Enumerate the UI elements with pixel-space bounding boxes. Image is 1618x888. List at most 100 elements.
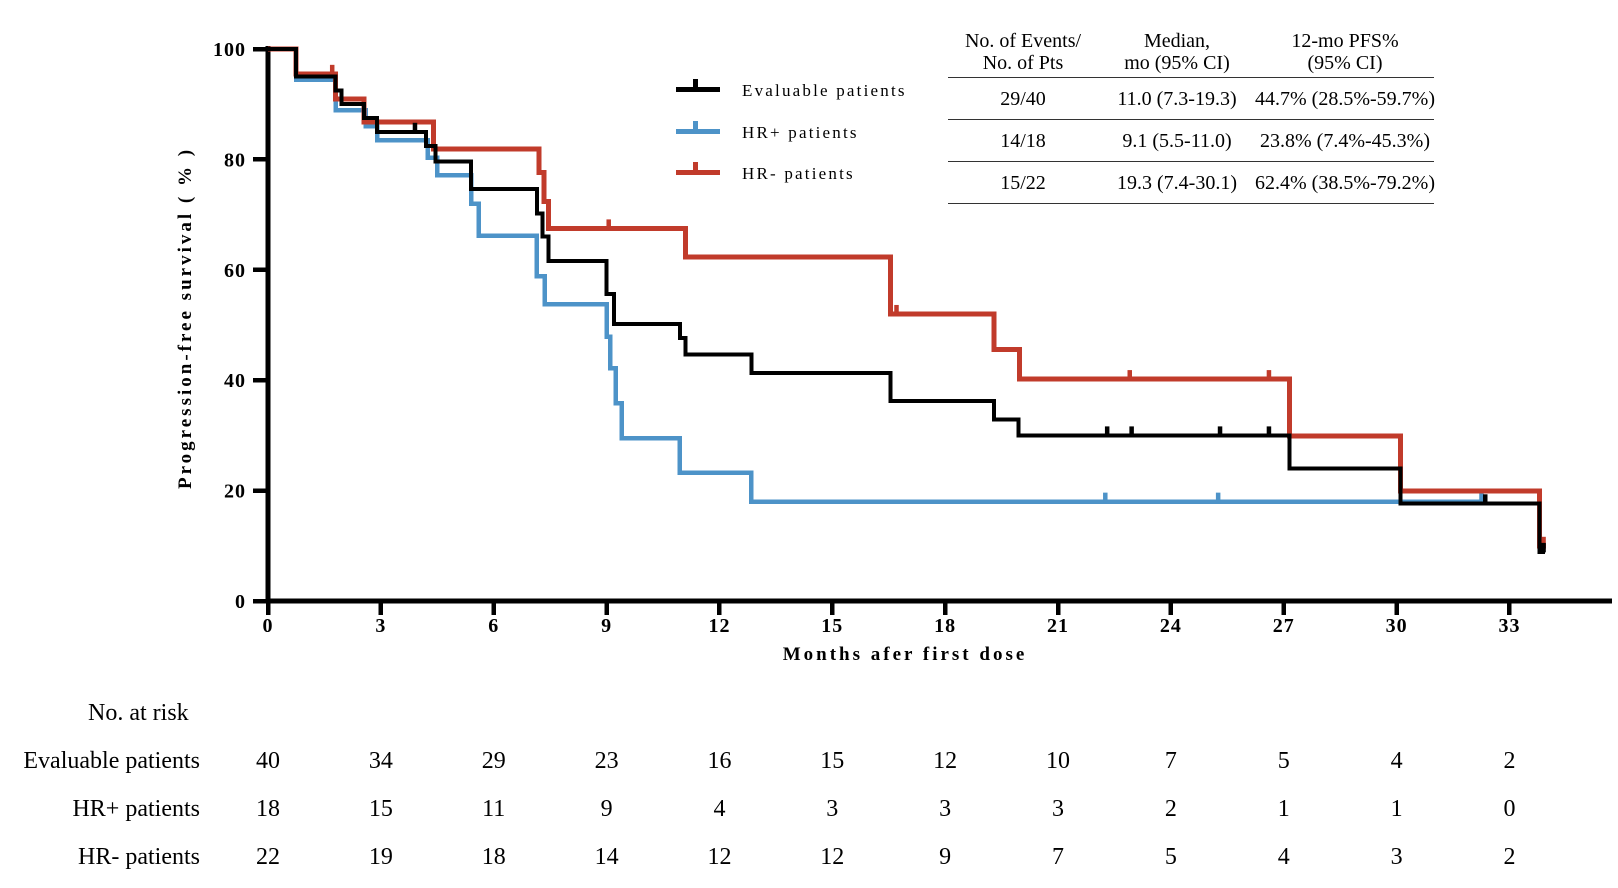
stats-cell: 11.0 (7.3-19.3) — [1098, 78, 1256, 120]
censor-tick-mark — [412, 122, 418, 133]
risk-row-label-evaluable: Evaluable patients — [23, 748, 200, 774]
stats-cell: 15/22 — [948, 162, 1098, 204]
censor-tick-mark — [1541, 542, 1546, 553]
y-tick-label: 20 — [224, 481, 246, 503]
censor-tick-mark — [1104, 426, 1110, 436]
x-tick-label: 24 — [1160, 615, 1182, 637]
risk-value: 29 — [481, 748, 506, 774]
stats-cell: 9.1 (5.5-11.0) — [1098, 120, 1256, 162]
stats-header-line: No. of Pts — [982, 52, 1064, 74]
x-tick-label: 0 — [263, 615, 274, 637]
y-tick-label: 0 — [235, 591, 246, 613]
risk-value: 3 — [1390, 844, 1403, 870]
risk-value: 40 — [256, 748, 280, 774]
x-tick-label: 21 — [1047, 615, 1069, 637]
y-axis-title: Progression-free survival ( % ) — [175, 146, 196, 490]
censor-tick-mark — [329, 64, 335, 75]
risk-value: 3 — [826, 796, 839, 822]
stats-header-events: No. of Events/ No. of Pts — [948, 22, 1098, 78]
risk-value: 22 — [256, 844, 280, 870]
censor-tick-mark — [1217, 426, 1223, 436]
risk-value: 1 — [1390, 796, 1403, 822]
risk-value: 12 — [933, 748, 958, 774]
risk-value: 0 — [1503, 796, 1516, 822]
stats-cell: 29/40 — [948, 78, 1098, 120]
statistics-table: No. of Events/ No. of Pts Median, mo (95… — [948, 22, 1435, 204]
legend-label-hr-neg: HR- patients — [742, 164, 855, 183]
risk-value: 1 — [1277, 796, 1290, 822]
risk-value: 2 — [1503, 844, 1516, 870]
censor-tick-icon — [693, 121, 698, 130]
risk-value: 9 — [939, 844, 952, 870]
y-tick-label: 80 — [224, 149, 246, 171]
x-tick-label: 27 — [1273, 615, 1295, 637]
censor-tick-mark — [894, 304, 899, 315]
risk-row-label-hr-neg: HR- patients — [78, 844, 200, 870]
risk-value: 15 — [368, 796, 393, 822]
censor-tick-mark — [606, 219, 611, 229]
censor-tick-mark — [1266, 370, 1272, 380]
stats-header-line: 12-mo PFS% — [1291, 30, 1399, 52]
x-tick-label: 12 — [708, 615, 730, 637]
stats-cell: 23.8% (7.4%-45.3%) — [1256, 120, 1434, 162]
stats-cell: 14/18 — [948, 120, 1098, 162]
risk-value: 10 — [1046, 748, 1071, 774]
censor-tick-mark — [1215, 492, 1221, 503]
risk-value: 16 — [707, 748, 732, 774]
risk-value: 4 — [1277, 844, 1290, 870]
risk-value: 7 — [1052, 844, 1065, 870]
legend-marker-hr-neg — [676, 162, 720, 175]
stats-header-median: Median, mo (95% CI) — [1098, 22, 1256, 78]
stats-header-line: (95% CI) — [1307, 52, 1383, 74]
legend-marker-hr-pos — [676, 121, 720, 134]
risk-value: 9 — [600, 796, 613, 822]
y-tick-label: 60 — [224, 260, 246, 282]
censor-tick-mark — [1266, 426, 1272, 436]
survival-curve-evaluable-patients — [268, 47, 1546, 554]
legend-marker-evaluable — [676, 79, 720, 92]
risk-value: 18 — [256, 796, 280, 822]
stats-cell: 19.3 (7.4-30.1) — [1098, 162, 1256, 204]
censor-tick-mark — [1479, 492, 1484, 503]
risk-row-label-hr-pos: HR+ patients — [72, 796, 200, 822]
x-tick-label: 9 — [601, 615, 612, 637]
stats-cell: 62.4% (38.5%-79.2%) — [1255, 162, 1435, 204]
stats-cell: 44.7% (28.5%-59.7%) — [1255, 78, 1435, 120]
risk-value: 12 — [707, 844, 732, 870]
survival-curve-hr-patients — [268, 46, 1546, 549]
stats-header-pfs: 12-mo PFS% (95% CI) — [1256, 22, 1434, 78]
risk-value: 18 — [481, 844, 506, 870]
legend-label-hr-pos: HR+ patients — [742, 123, 859, 142]
censor-tick-mark — [1127, 370, 1132, 380]
stats-header-line: mo (95% CI) — [1124, 52, 1230, 74]
x-tick-label: 3 — [375, 615, 386, 637]
censor-tick-mark — [1103, 492, 1108, 503]
risk-value: 4 — [1390, 748, 1403, 774]
censor-tick-mark — [1483, 494, 1488, 504]
risk-table-title: No. at risk — [88, 700, 189, 726]
risk-value: 23 — [594, 748, 619, 774]
risk-value: 5 — [1277, 748, 1290, 774]
x-tick-label: 30 — [1386, 615, 1408, 637]
y-tick-label: 100 — [213, 39, 246, 61]
risk-value: 2 — [1503, 748, 1516, 774]
risk-value: 19 — [368, 844, 393, 870]
risk-value: 14 — [594, 844, 619, 870]
risk-value: 11 — [482, 796, 506, 822]
risk-value: 12 — [820, 844, 845, 870]
risk-value: 3 — [1052, 796, 1065, 822]
risk-value: 7 — [1164, 748, 1177, 774]
x-axis-title: Months afer first dose — [782, 644, 1028, 665]
x-tick-label: 33 — [1498, 615, 1520, 637]
censor-tick-icon — [693, 162, 698, 171]
y-tick-label: 40 — [224, 370, 246, 392]
stats-header-line: No. of Events/ — [964, 30, 1082, 52]
risk-value: 34 — [368, 748, 393, 774]
legend-label-evaluable: Evaluable patients — [742, 81, 907, 100]
x-tick-label: 6 — [488, 615, 499, 637]
stats-header-line: Median, — [1143, 30, 1211, 52]
risk-value: 3 — [939, 796, 952, 822]
risk-value: 15 — [820, 748, 845, 774]
